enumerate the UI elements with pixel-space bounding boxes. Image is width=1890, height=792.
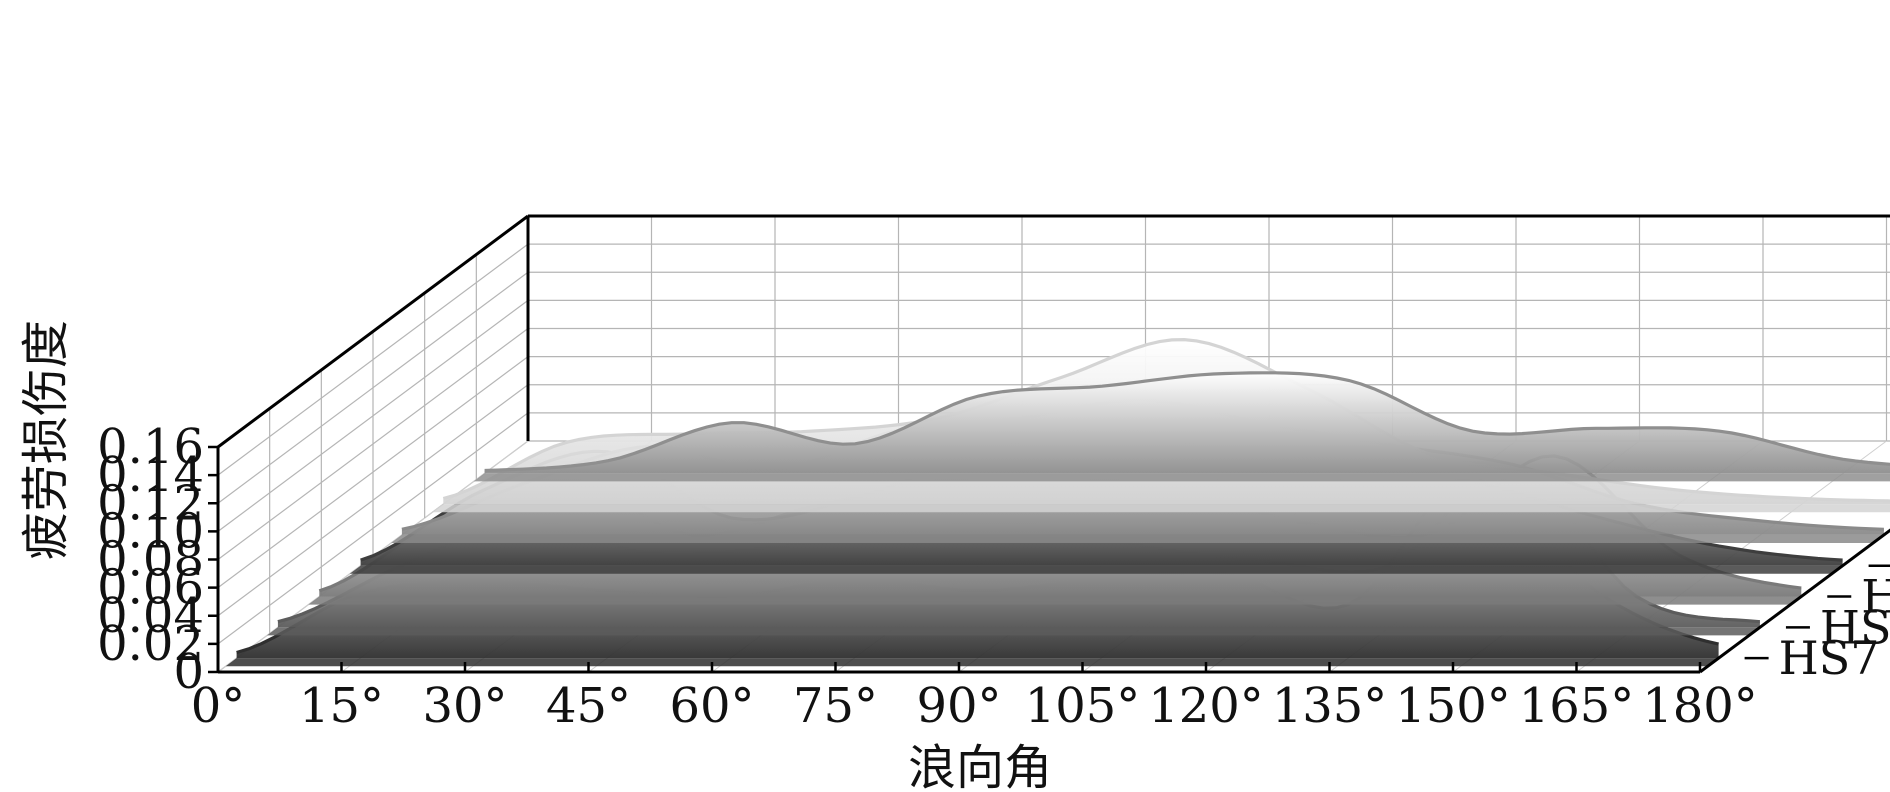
x-tick-label: 30° [422,678,507,734]
x-tick-label: 150° [1395,678,1511,734]
y-axis-title: 疲劳损伤度 [18,320,74,560]
series-base-hs7 [225,658,1719,667]
y-tick-label: 0 [173,644,204,700]
chart-labels: HS7HS6HS5HS4HS3HS2HS100.020.040.060.080.… [97,419,1890,734]
series-base-hs5 [308,596,1802,605]
chart-frame [208,214,1890,674]
x-tick-label: 45° [546,678,631,734]
y-tick-label: 0.14 [97,447,204,503]
series-line-hs1 [484,371,1890,473]
series-base-hs6 [267,627,1760,636]
x-axis-title: 浪向角 [908,740,1052,792]
x-tick-label: 15° [299,678,384,734]
y-tick-label: 0.10 [97,503,204,559]
series-base-hs4 [349,565,1843,574]
x-tick-label: 105° [1025,678,1141,734]
y-tick-label: 0.12 [97,475,204,531]
series-area-hs1 [484,372,1890,474]
frame-edge [217,214,529,449]
x-tick-label: 60° [669,678,754,734]
depth-axis-line [1699,528,1890,674]
series-base-hs2 [432,504,1890,513]
y-tick-label: 0.16 [97,419,204,475]
x-tick-label: 90° [916,678,1001,734]
x-tick-label: 75° [793,678,878,734]
x-tick-label: 135° [1272,678,1388,734]
series-label-hs5: HS5 [1861,570,1890,624]
series-label-hs6: HS6 [1820,600,1890,654]
x-tick-label: 180° [1642,678,1758,734]
y-tick-label: 0.02 [97,616,204,672]
series-base-hs1 [473,473,1890,482]
y-tick-label: 0.04 [97,588,204,644]
x-tick-label: 0° [191,678,246,734]
chart-series-areas [225,337,1890,667]
x-tick-label: 120° [1148,678,1264,734]
series-base-hs3 [391,534,1884,543]
y-tick-label: 0.06 [97,560,204,616]
x-tick-label: 165° [1519,678,1635,734]
series-label-hs7: HS7 [1779,631,1880,685]
y-tick-label: 0.08 [97,532,204,588]
